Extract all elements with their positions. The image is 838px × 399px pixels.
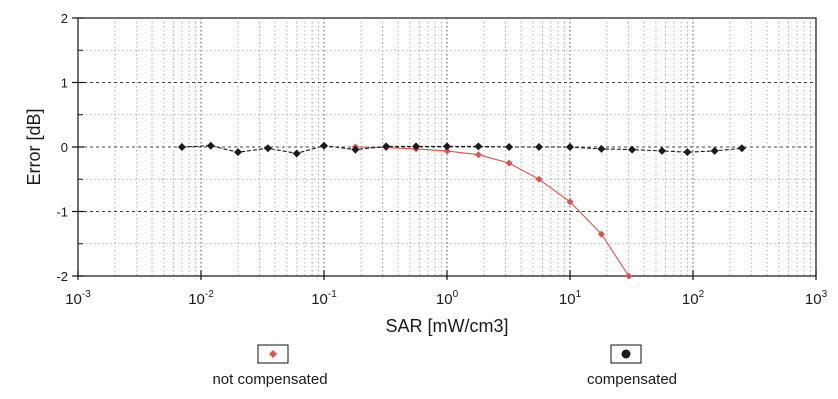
data-point [234, 148, 243, 157]
legend-item-compensated: compensated [587, 344, 677, 388]
data-point [597, 230, 605, 238]
legend: not compensated compensated [212, 344, 677, 388]
data-point [505, 143, 514, 151]
legend-label-compensated: compensated [587, 371, 677, 388]
y-tick-label: -1 [56, 205, 68, 220]
legend-label-not-compensated: not compensated [212, 371, 327, 388]
data-point [625, 272, 633, 280]
data-point [710, 146, 719, 155]
x-tick-label: 10-1 [311, 289, 337, 308]
x-tick-label: 103 [805, 289, 828, 308]
y-tick-label: -2 [56, 269, 68, 284]
legend-marker-not-compensated [269, 350, 277, 358]
data-point [566, 143, 574, 151]
x-tick-label: 10-2 [188, 289, 214, 308]
legend-item-not-compensated: not compensated [212, 344, 328, 388]
x-axis-title: SAR [mW/cm3] [385, 316, 508, 336]
data-point [535, 175, 543, 183]
y-tick-label: 0 [61, 140, 68, 155]
data-point [263, 144, 272, 153]
data-point [597, 144, 606, 153]
x-tick-label: 100 [436, 289, 459, 308]
series-line [181, 145, 742, 154]
data-point [658, 146, 667, 155]
series-not-compensated [351, 143, 633, 280]
data-point [351, 145, 360, 154]
x-tick-label: 10-3 [65, 289, 91, 308]
data-point [320, 141, 328, 150]
data-point [737, 144, 746, 153]
data-point [206, 141, 215, 150]
data-point [443, 147, 451, 155]
y-tick-label: 1 [61, 76, 68, 91]
series-line [355, 146, 630, 277]
x-tick-label: 101 [559, 289, 582, 308]
series-lines [177, 141, 746, 280]
legend-marker-compensated [621, 349, 631, 359]
data-point [292, 149, 301, 158]
data-point [628, 145, 637, 154]
series-compensated [177, 141, 746, 158]
data-point [474, 151, 482, 159]
x-tick-label: 102 [682, 289, 705, 308]
y-axis-title: Error [dB] [24, 108, 44, 185]
data-point [412, 142, 421, 151]
data-point [443, 142, 451, 151]
data-point [566, 198, 574, 206]
data-point [177, 143, 186, 151]
data-point [382, 142, 391, 151]
data-point [683, 148, 692, 157]
data-point [474, 142, 483, 151]
data-point [535, 143, 544, 151]
data-point [505, 159, 513, 167]
axis-ticks: 210-1-210-3 10-2 10-1 100 101 102 103 [56, 11, 827, 308]
y-tick-label: 2 [61, 11, 68, 26]
